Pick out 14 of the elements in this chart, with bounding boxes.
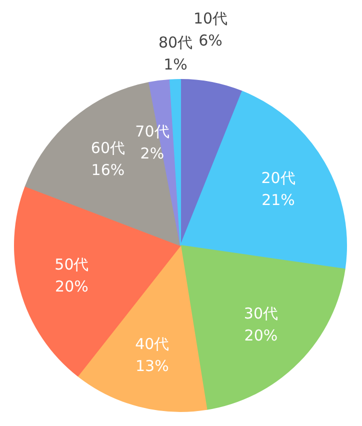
data-label: 16% [91,161,125,180]
slice-label: 10代 [193,10,228,28]
slice-label: 30代 [244,304,278,323]
slice-label: 60代 [90,139,125,158]
slice-label: 40代 [135,334,170,353]
data-label: 20% [55,278,88,296]
data-label: 1% [164,56,188,74]
slice-label: 20代 [261,169,296,188]
slice-label: 50代 [54,256,89,274]
slice-label: 80代 [158,34,193,52]
data-label: 21% [262,191,295,210]
data-label: 6% [198,32,222,50]
data-label: 20% [244,326,278,345]
data-label: 13% [135,356,169,375]
